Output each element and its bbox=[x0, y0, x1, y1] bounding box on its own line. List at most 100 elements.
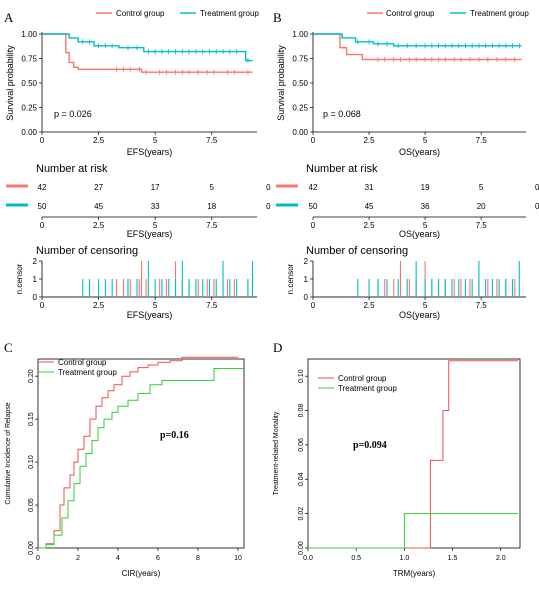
x-axis-title: OS(years) bbox=[399, 310, 440, 320]
panel-label-a: A bbox=[4, 10, 14, 25]
incidence-curve-treatment bbox=[38, 368, 244, 549]
risk-value: 18 bbox=[207, 202, 216, 211]
y-tick-label: 0.10 bbox=[28, 455, 35, 469]
x-axis-title: CIR(years) bbox=[122, 569, 161, 578]
y-tick-label: 0.50 bbox=[292, 79, 308, 88]
risk-value: 0 bbox=[266, 183, 271, 192]
risk-value: 0 bbox=[535, 202, 539, 211]
y-tick-label: 0.25 bbox=[21, 104, 37, 113]
risk-table-title: Number at risk bbox=[306, 163, 378, 175]
censor-plot-efs: Number of censoring 0 1 2 0 2.5 5 7.5 EFS(years)… bbox=[15, 245, 257, 320]
x-tick-label: 6 bbox=[156, 555, 160, 562]
risk-value: 45 bbox=[94, 202, 103, 211]
legend-label-treatment: Treatment group bbox=[58, 368, 117, 377]
y-tick-label: 0 bbox=[33, 293, 38, 302]
y-tick-label: 0.02 bbox=[298, 507, 305, 521]
y-tick-label: 0.00 bbox=[21, 128, 37, 137]
risk-value: 45 bbox=[365, 202, 374, 211]
legend-label-control: Control group bbox=[386, 9, 435, 18]
y-tick-label: 0.05 bbox=[28, 498, 35, 512]
y-tick-label: 0.08 bbox=[298, 404, 305, 418]
p-value-annotation: p = 0.068 bbox=[323, 109, 361, 119]
legend-label-control: Control group bbox=[58, 358, 107, 367]
risk-value: 19 bbox=[421, 183, 430, 192]
x-tick-label: 2.5 bbox=[93, 136, 105, 145]
survival-curve-treatment bbox=[313, 33, 522, 47]
x-tick-label: 0 bbox=[36, 555, 40, 562]
legend-a: Control group Treatment group bbox=[96, 9, 259, 18]
censor-plot-os: Number of censoring 0 1 2 0 2.5 5 7.5 OS(years) n… bbox=[286, 245, 526, 320]
x-tick-label: 7.5 bbox=[206, 221, 218, 230]
km-plot-os: 0.00 0.25 0.50 0.75 1.00 0 2.5 5 7.5 OS(years) Sur… bbox=[276, 30, 526, 157]
x-tick-label: 0 bbox=[40, 301, 45, 310]
x-tick-label: 4 bbox=[116, 555, 120, 562]
y-tick-label: 0.50 bbox=[21, 79, 37, 88]
x-tick-label: 7.5 bbox=[206, 301, 218, 310]
x-tick-label: 2.5 bbox=[363, 301, 375, 310]
incidence-curve-treatment bbox=[308, 513, 519, 549]
y-axis-title: Cumulative Incidence of Relapse bbox=[5, 402, 12, 504]
x-tick-label: 0 bbox=[40, 221, 45, 230]
x-tick-label: 0 bbox=[311, 136, 316, 145]
y-axis-title: Treatment-related Mortality bbox=[273, 411, 280, 495]
x-tick-label: 5 bbox=[423, 221, 428, 230]
y-axis-title: n.censor bbox=[286, 263, 295, 294]
censor-plot-title: Number of censoring bbox=[36, 245, 138, 257]
legend-c: Control group Treatment group bbox=[38, 358, 117, 377]
survival-curve-treatment bbox=[42, 33, 253, 62]
incidence-curve-control bbox=[308, 360, 519, 549]
plot-frame bbox=[37, 358, 245, 549]
y-axis-title: Survival probability bbox=[5, 45, 15, 121]
legend-label-treatment: Treatment group bbox=[338, 384, 397, 393]
y-tick-label: 0.75 bbox=[21, 55, 37, 64]
x-tick-label: 2.0 bbox=[496, 555, 506, 562]
x-tick-label: 0 bbox=[311, 221, 316, 230]
x-tick-label: 1.5 bbox=[448, 555, 458, 562]
y-tick-label: 0.10 bbox=[298, 369, 305, 383]
risk-value: 20 bbox=[477, 202, 486, 211]
y-tick-label: 0.25 bbox=[292, 104, 308, 113]
panel-label-c: C bbox=[4, 340, 13, 355]
p-value-annotation: p=0.094 bbox=[353, 440, 387, 451]
risk-value: 0 bbox=[266, 202, 271, 211]
x-axis-title: EFS(years) bbox=[127, 310, 173, 320]
risk-value: 42 bbox=[38, 183, 47, 192]
risk-value: 5 bbox=[210, 183, 215, 192]
survival-curve-control bbox=[42, 33, 253, 73]
x-axis-title: OS(years) bbox=[399, 147, 440, 157]
x-tick-label: 2.5 bbox=[363, 221, 375, 230]
x-tick-label: 5 bbox=[153, 221, 158, 230]
y-axis-title: n.censor bbox=[15, 263, 24, 294]
x-tick-label: 7.5 bbox=[476, 301, 488, 310]
x-tick-label: 0 bbox=[40, 136, 45, 145]
y-tick-label: 0.20 bbox=[28, 369, 35, 383]
y-tick-label: 1.00 bbox=[292, 30, 308, 39]
x-axis-title: TRM(years) bbox=[393, 569, 436, 578]
x-axis-title: EFS(years) bbox=[127, 229, 173, 239]
censor-plot-title: Number of censoring bbox=[306, 245, 408, 257]
x-tick-label: 0.5 bbox=[351, 555, 361, 562]
risk-value: 27 bbox=[94, 183, 103, 192]
x-tick-label: 8 bbox=[196, 555, 200, 562]
legend-d: Control group Treatment group bbox=[318, 374, 397, 393]
y-tick-label: 0.06 bbox=[298, 438, 305, 452]
y-tick-label: 0.04 bbox=[298, 472, 305, 486]
risk-value: 5 bbox=[479, 183, 484, 192]
y-tick-label: 1 bbox=[304, 275, 309, 284]
x-tick-label: 1.0 bbox=[399, 555, 409, 562]
risk-value: 31 bbox=[365, 183, 374, 192]
legend-label-control: Control group bbox=[116, 9, 165, 18]
y-tick-label: 0.00 bbox=[298, 541, 305, 555]
x-tick-label: 5 bbox=[153, 136, 158, 145]
risk-table-title: Number at risk bbox=[36, 163, 108, 175]
y-tick-label: 0.00 bbox=[292, 128, 308, 137]
y-tick-label: 0.75 bbox=[292, 55, 308, 64]
x-tick-label: 2.5 bbox=[93, 221, 105, 230]
y-tick-label: 0.00 bbox=[28, 541, 35, 555]
risk-value: 36 bbox=[421, 202, 430, 211]
y-tick-label: 2 bbox=[304, 257, 309, 266]
risk-value: 42 bbox=[309, 183, 318, 192]
